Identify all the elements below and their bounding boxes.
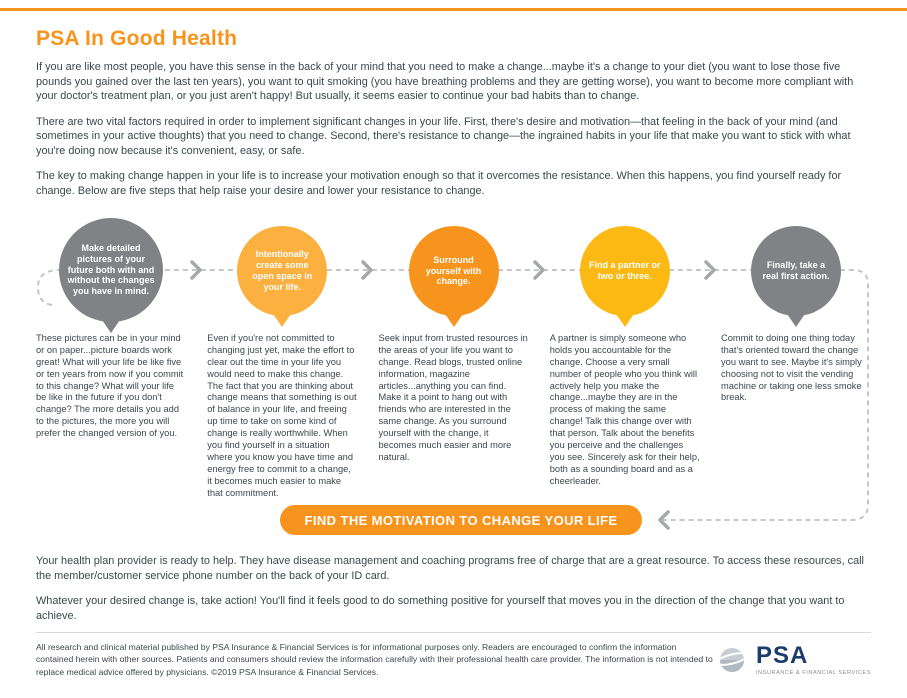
balloon-shape xyxy=(237,226,328,316)
footer: All research and clinical material publi… xyxy=(36,632,871,678)
step-1-balloon: Make detailed pictures of your future bo… xyxy=(36,209,186,333)
footer-disclaimer: All research and clinical material publi… xyxy=(36,642,713,677)
step-2: Intentionally create some open space in … xyxy=(207,209,357,499)
step-1: Make detailed pictures of your future bo… xyxy=(36,209,186,499)
step-3-description: Seek input from trusted resources in the… xyxy=(378,333,528,462)
intro-paragraph-3: The key to making change happen in your … xyxy=(36,170,842,197)
motivation-banner-label: FIND THE MOTIVATION TO CHANGE YOUR LIFE xyxy=(304,512,618,528)
closing-paragraph-1: Your health plan provider is ready to he… xyxy=(36,555,864,582)
step-1-description: These pictures can be in your mind or on… xyxy=(36,333,184,439)
newsletter-page: PSA In Good Health If you are like most … xyxy=(0,0,907,623)
balloon-shape xyxy=(408,226,499,316)
step-3: Surround yourself with change. Seek inpu… xyxy=(379,209,529,499)
balloon-label: Finally, take a real first action. xyxy=(762,260,830,281)
step-2-balloon: Intentionally create some open space in … xyxy=(207,209,357,333)
balloon-shape xyxy=(751,226,841,316)
chevron-right-icon xyxy=(533,260,545,280)
chevron-right-icon xyxy=(361,260,373,280)
balloon-label: Intentionally create some open space in … xyxy=(252,249,313,292)
step-5-balloon: Finally, take a real first action. xyxy=(721,209,871,333)
step-5: Finally, take a real first action. Commi… xyxy=(721,209,871,499)
intro-paragraph-1: If you are like most people, you have th… xyxy=(36,61,854,102)
balloon-shape xyxy=(579,226,670,316)
intro-paragraph-2: There are two vital factors required in … xyxy=(36,115,851,157)
step-3-balloon: Surround yourself with change. xyxy=(379,209,529,333)
psa-logo-tagline: INSURANCE & FINANCIAL SERVICES xyxy=(755,669,871,676)
balloon-shape xyxy=(59,218,163,322)
motivation-banner: FIND THE MOTIVATION TO CHANGE YOUR LIFE xyxy=(280,505,642,535)
step-2-description: Even if you're not committed to changing… xyxy=(207,333,357,498)
balloon-label: Surround yourself with change. xyxy=(425,254,482,287)
step-5-description: Commit to doing one thing today that's o… xyxy=(721,333,862,403)
chevron-right-icon xyxy=(190,260,202,280)
balloon-label: Make detailed pictures of your future bo… xyxy=(67,242,155,297)
chevron-left-icon xyxy=(658,510,670,530)
psa-logo-text: PSA xyxy=(755,641,809,669)
closing-paragraph-2: Whatever your desired change is, take ac… xyxy=(36,595,845,622)
globe-swoosh-icon xyxy=(715,647,749,672)
dashed-flow-line xyxy=(36,260,869,530)
five-steps-infographic: Make detailed pictures of your future bo… xyxy=(36,209,871,554)
step-4: Find a partner or two or three. A partne… xyxy=(550,209,700,499)
step-4-balloon: Find a partner or two or three. xyxy=(550,209,700,333)
page-title: PSA In Good Health xyxy=(36,27,238,50)
psa-logo: PSA INSURANCE & FINANCIAL SERVICES xyxy=(714,642,871,678)
balloon-label: Find a partner or two or three. xyxy=(588,260,661,281)
step-4-description: A partner is simply someone who holds yo… xyxy=(549,333,700,486)
chevron-right-icon xyxy=(704,260,716,280)
top-accent-rule xyxy=(0,8,907,11)
steps-row: Make detailed pictures of your future bo… xyxy=(36,209,871,499)
